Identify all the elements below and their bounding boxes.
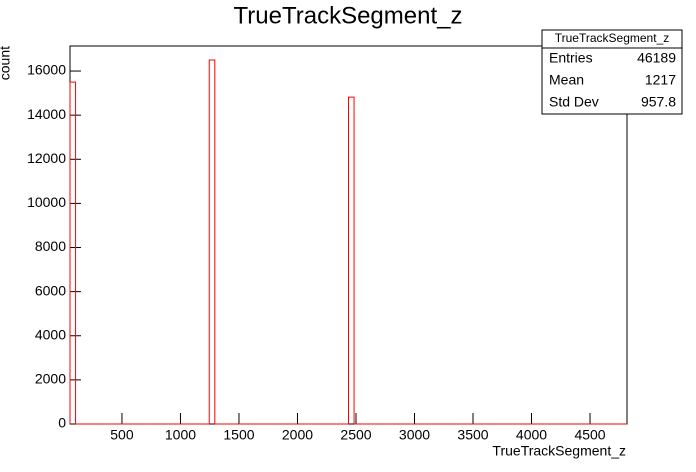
y-tick-label: 2000: [35, 371, 66, 387]
stats-name: Mean: [549, 72, 584, 88]
histogram-bin: [348, 96, 355, 424]
x-tick-label: 500: [110, 427, 134, 443]
stats-value: 46189: [637, 50, 676, 66]
stats-box: [541, 29, 683, 115]
stats-title: TrueTrackSegment_z: [555, 31, 670, 45]
stats-name: Std Dev: [549, 94, 599, 110]
y-tick-label: 14000: [27, 106, 66, 122]
x-tick-label: 4000: [516, 427, 547, 443]
x-tick-label: 1000: [165, 427, 196, 443]
y-tick-label: 12000: [27, 150, 66, 166]
stats-value: 1217: [645, 72, 676, 88]
histogram-bin: [208, 59, 216, 424]
x-tick-label: 4500: [574, 427, 605, 443]
x-tick-label: 3500: [457, 427, 488, 443]
y-tick-label: 16000: [27, 62, 66, 78]
y-axis-label: count: [0, 46, 13, 80]
x-tick-label: 2000: [282, 427, 313, 443]
chart-title: TrueTrackSegment_z: [234, 2, 463, 29]
x-tick-label: 3000: [399, 427, 430, 443]
y-tick-label: 6000: [35, 282, 66, 298]
stats-name: Entries: [549, 50, 593, 66]
y-tick-label: 0: [58, 415, 66, 431]
x-axis-label: TrueTrackSegment_z: [492, 443, 626, 459]
y-tick-label: 4000: [35, 326, 66, 342]
y-tick-label: 10000: [27, 194, 66, 210]
y-tick-label: 8000: [35, 238, 66, 254]
x-tick-label: 1500: [223, 427, 254, 443]
stats-value: 957.8: [641, 94, 676, 110]
histogram-bin: [69, 81, 77, 424]
x-tick-label: 2500: [340, 427, 371, 443]
